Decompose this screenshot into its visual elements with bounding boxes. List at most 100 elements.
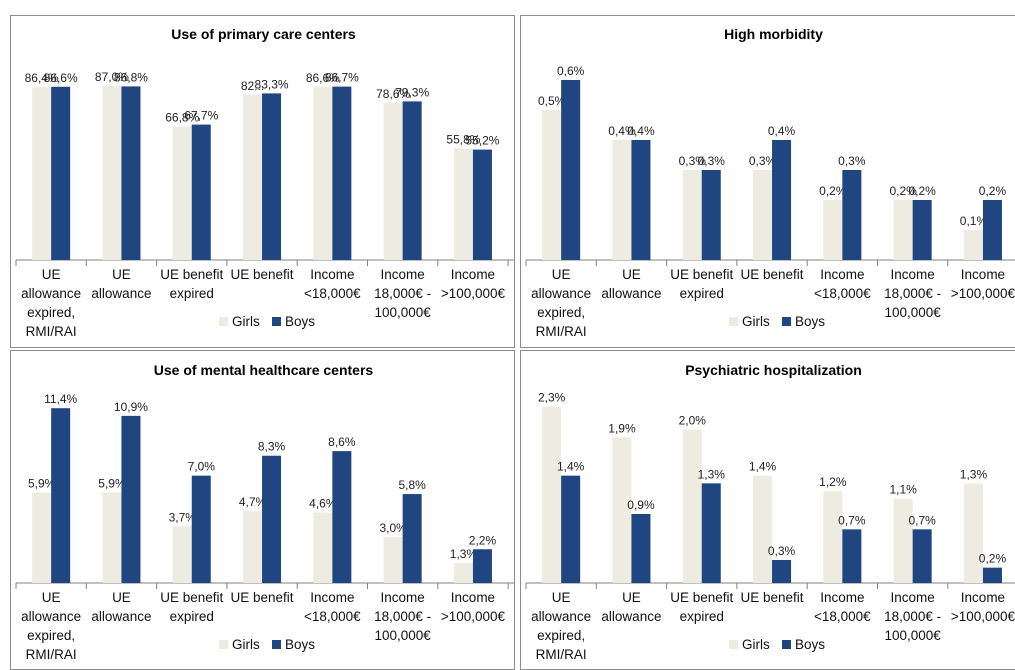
bar-boys [772, 560, 792, 583]
category-label: 100,000€ [884, 305, 941, 320]
data-label: 0,6% [557, 64, 585, 78]
data-label: 0,3% [679, 154, 707, 168]
bar-boys [912, 529, 932, 583]
category-label: UE benefit [160, 267, 223, 282]
category-label: Income [310, 267, 354, 282]
category-label: allowance [531, 286, 591, 301]
category-label: <18,000€ [304, 609, 361, 624]
category-label: UE [42, 267, 61, 282]
chart-panel-primary-care: Use of primary care centers 86,4% 86,6% UE a… [10, 15, 515, 348]
category-label: 100,000€ [374, 305, 431, 320]
bar-boys [842, 170, 862, 260]
data-label: 0,2% [979, 184, 1007, 198]
bar-girls [102, 86, 122, 260]
data-label: 0,4% [627, 124, 655, 138]
legend-swatch-boys [272, 640, 281, 649]
data-label: 2,3% [538, 391, 566, 405]
category-label: >100,000€ [951, 609, 1015, 624]
category-label: Income [310, 590, 354, 605]
bar-girls [682, 429, 702, 583]
bar-girls [383, 537, 403, 583]
data-label: 86,7% [325, 71, 359, 85]
data-label: 1,4% [749, 460, 777, 474]
bar-girls [542, 406, 562, 583]
data-label: 3,7% [169, 510, 197, 524]
data-label: 5,9% [98, 477, 126, 491]
category-label: expired [680, 609, 724, 624]
category-label: UE [622, 267, 641, 282]
legend-swatch-girls [729, 640, 738, 649]
legend-label-girls: Girls [742, 314, 770, 329]
data-label: 5,8% [398, 478, 426, 492]
bar-boys [701, 483, 721, 583]
legend-label-boys: Boys [795, 637, 825, 652]
category-label: UE [552, 267, 571, 282]
bar-girls [453, 563, 473, 583]
data-label: 1,9% [608, 421, 636, 435]
legend-label-boys: Boys [795, 314, 825, 329]
bar-boys [51, 86, 71, 260]
chart-panel-psychiatric-hospitalization: Psychiatric hospitalization 2,3% 1,4% UE all… [520, 350, 1015, 670]
chart-title: Psychiatric hospitalization [685, 362, 862, 378]
bar-girls [753, 475, 773, 583]
category-label: UE benefit [670, 267, 733, 282]
category-label: RMI/RAI [26, 324, 77, 339]
chart-title: Use of mental healthcare centers [154, 362, 374, 378]
category-label: expired, [27, 305, 75, 320]
category-label: 100,000€ [374, 628, 431, 643]
category-label: UE benefit [741, 267, 804, 282]
bar-girls [612, 437, 632, 583]
data-label: 79,3% [395, 85, 429, 99]
category-label: RMI/RAI [26, 647, 77, 662]
category-label: UE [112, 590, 131, 605]
chart-title: High morbidity [724, 26, 823, 42]
bar-boys [631, 140, 651, 260]
data-label: 0,5% [538, 94, 566, 108]
data-label: 1,3% [698, 467, 726, 481]
category-label: allowance [91, 286, 151, 301]
data-label: 55,8% [446, 132, 480, 146]
bar-boys [561, 80, 581, 260]
category-label: UE benefit [231, 590, 294, 605]
bar-girls [612, 140, 632, 260]
data-label: 1,2% [819, 475, 847, 489]
bar-girls [823, 200, 843, 260]
category-label: Income [451, 267, 495, 282]
category-label: expired, [537, 628, 585, 643]
data-label: 2,0% [679, 414, 707, 428]
data-label: 7,0% [188, 460, 216, 474]
chart-panel-high-morbidity: High morbidity 0,5% 0,6% UE allowance expired… [520, 15, 1015, 348]
chart-mental-healthcare: Use of mental healthcare centers 5,9% 11,4… [15, 362, 514, 662]
bar-boys [402, 101, 422, 261]
data-label: 1,1% [889, 483, 917, 497]
bar-girls [893, 498, 913, 583]
bar-boys [191, 124, 211, 260]
data-label: 0,1% [960, 214, 988, 228]
data-label: 83,3% [255, 77, 289, 91]
bar-boys [121, 415, 141, 583]
category-label: UE [42, 590, 61, 605]
bar-boys [51, 408, 71, 583]
bar-boys [982, 200, 1002, 260]
category-label: expired [170, 609, 214, 624]
category-label: UE benefit [231, 267, 294, 282]
chart-psychiatric-hospitalization: Psychiatric hospitalization 2,3% 1,4% UE all… [525, 362, 1015, 662]
chart-primary-care: Use of primary care centers86,4%86,6%UEa… [15, 26, 514, 339]
data-label: 86,6% [306, 71, 340, 85]
data-label: 86,4% [25, 71, 59, 85]
data-label: 8,6% [328, 435, 356, 449]
category-label: RMI/RAI [536, 647, 587, 662]
category-label: Income [961, 590, 1005, 605]
data-label: 87,0% [95, 70, 129, 84]
data-label: 66,8% [165, 110, 199, 124]
data-label: 0,2% [979, 552, 1007, 566]
category-label: Income [961, 267, 1005, 282]
bar-boys [191, 475, 211, 583]
category-label: RMI/RAI [536, 324, 587, 339]
data-label: 1,3% [960, 467, 988, 481]
bar-girls [172, 526, 192, 583]
bar-boys [982, 567, 1002, 583]
bar-boys [631, 514, 651, 583]
bar-boys [701, 170, 721, 260]
data-label: 0,2% [819, 184, 847, 198]
